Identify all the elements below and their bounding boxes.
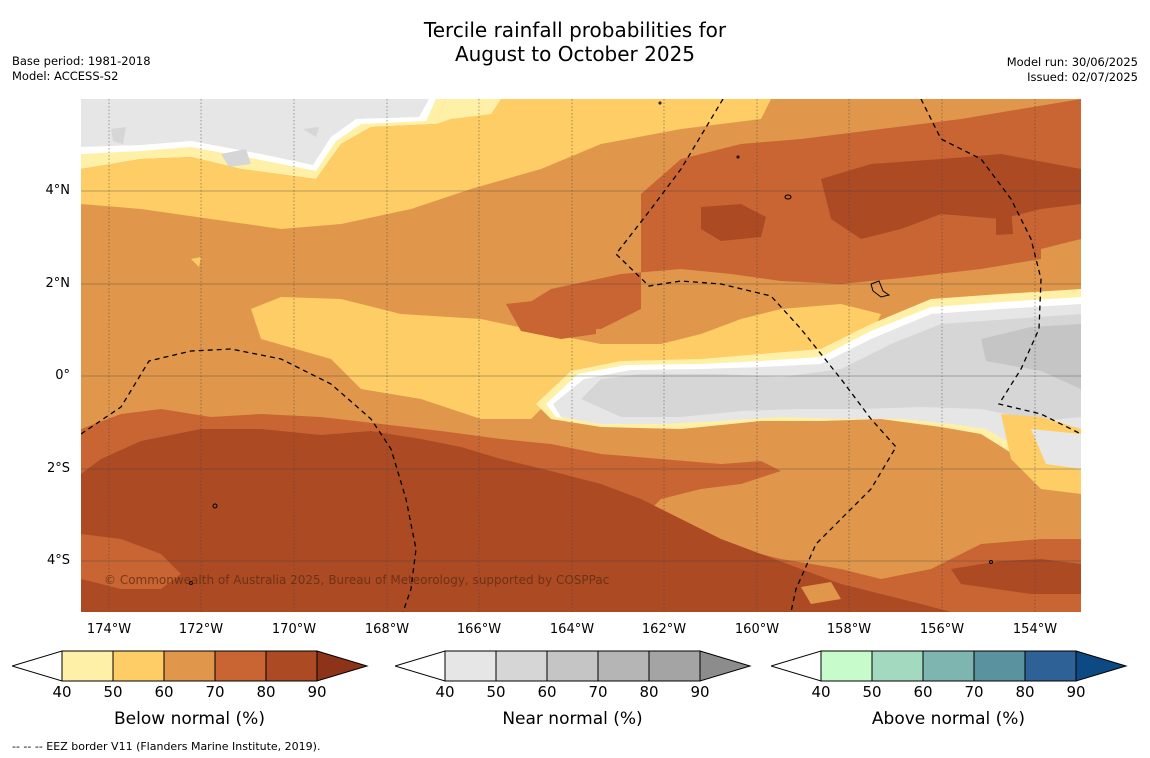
region-below-60-70-spot [801, 582, 841, 604]
region-below-80-90-spot [701, 204, 766, 241]
lat-label-4s: 4°S [46, 553, 70, 568]
cb-near-swatch-2 [495, 650, 548, 682]
cb-near-tick-40: 40 [435, 683, 455, 701]
model-run: Model run: 30/06/2025 [1006, 55, 1138, 69]
colorbar-above-normal [769, 650, 1129, 688]
cb-below-tick-80: 80 [256, 683, 276, 701]
cb-above-over [1075, 650, 1128, 682]
region-below-70-80-sw [81, 534, 181, 589]
cb-near-tick-50: 50 [486, 683, 506, 701]
cb-above-tick-50: 50 [862, 683, 882, 701]
cb-above-tick-60: 60 [913, 683, 933, 701]
cb-near-tick-80: 80 [639, 683, 659, 701]
colorbar-below-normal-swatches [10, 650, 369, 682]
region-below-50-60-speck [191, 257, 201, 267]
title-line-1: Tercile rainfall probabilities for [423, 18, 727, 42]
graticule [81, 99, 1081, 612]
cb-near-swatch-4 [597, 650, 650, 682]
lat-label-2n: 2°N [45, 276, 71, 291]
cb-below-over [316, 650, 369, 682]
probability-map [81, 99, 1081, 612]
cb-above-title: Above normal (%) [871, 709, 1026, 729]
cb-below-swatch-1 [61, 650, 114, 682]
region-below-80-90-upper [821, 154, 1081, 239]
lon-label-154w: 154°W [1012, 622, 1058, 637]
eez-borders [81, 99, 1081, 612]
region-below-80-90-se [951, 559, 1081, 594]
cb-below-swatch-3 [163, 650, 216, 682]
metadata-right: Model run: 30/06/2025 Issued: 02/07/2025 [1007, 55, 1138, 85]
lat-label-0: 0° [55, 368, 70, 383]
lon-label-160w: 160°W [734, 622, 780, 637]
cb-near-swatch-5 [648, 650, 701, 682]
cb-below-tick-70: 70 [205, 683, 225, 701]
islands [189, 101, 993, 585]
region-near-60-70-tongue [981, 324, 1081, 389]
lon-label-170w: 170°W [271, 622, 317, 637]
region-near-40-50-east [1031, 429, 1081, 469]
region-near-40-50-top-left [81, 99, 429, 165]
region-below-70-80-upper [511, 99, 1081, 329]
lon-label-158w: 158°W [826, 622, 872, 637]
cb-near-swatch-3 [546, 650, 599, 682]
cb-above-tick-90: 90 [1066, 683, 1086, 701]
colorbar-above-normal-swatches [769, 650, 1128, 682]
region-below-50-60-mid [251, 297, 881, 419]
region-below-60-70-right [1041, 239, 1081, 279]
cb-near-tick-70: 70 [588, 683, 608, 701]
lon-label-166w: 166°W [456, 622, 502, 637]
model-name: Model: ACCESS-S2 [12, 69, 119, 83]
cb-above-swatch-2 [871, 650, 924, 682]
cb-below-swatch-5 [265, 650, 318, 682]
region-below-80-90-lower [81, 429, 951, 612]
cb-below-swatch-4 [214, 650, 267, 682]
map-canvas [81, 99, 1081, 612]
cb-near-title: Near normal (%) [502, 709, 643, 729]
lat-label-4n: 4°N [45, 183, 71, 198]
colorbar-below-normal [10, 650, 370, 688]
issued-date: Issued: 02/07/2025 [1027, 70, 1138, 84]
lon-label-156w: 156°W [919, 622, 965, 637]
cb-above-tick-70: 70 [964, 683, 984, 701]
lon-label-174w: 174°W [86, 622, 132, 637]
colorbar-near-normal [393, 650, 753, 688]
region-near-50-60-tongue [581, 314, 1081, 421]
copyright-notice: © Commonwealth of Australia 2025, Bureau… [104, 573, 610, 587]
cb-near-tick-90: 90 [690, 683, 710, 701]
cb-above-swatch-4 [973, 650, 1026, 682]
region-below-80-90-spot-2 [996, 207, 1013, 235]
lon-label-164w: 164°W [549, 622, 595, 637]
cb-near-swatch-1 [444, 650, 497, 682]
eez-footnote: -- -- -- EEZ border V11 (Flanders Marine… [12, 740, 321, 753]
cb-below-tick-40: 40 [52, 683, 72, 701]
cb-below-swatch-2 [112, 650, 165, 682]
map-title: Tercile rainfall probabilities for Augus… [0, 18, 1150, 66]
cb-above-tick-80: 80 [1015, 683, 1035, 701]
cb-above-swatch-3 [922, 650, 975, 682]
title-line-2: August to October 2025 [454, 42, 696, 66]
lon-label-168w: 168°W [364, 622, 410, 637]
cb-below-tick-60: 60 [154, 683, 174, 701]
cb-near-over [699, 650, 752, 682]
cb-near-tick-60: 60 [537, 683, 557, 701]
region-below-70-80-patch [506, 299, 596, 339]
metadata-left: Base period: 1981-2018 Model: ACCESS-S2 [12, 54, 151, 84]
cb-below-tick-50: 50 [103, 683, 123, 701]
base-period: Base period: 1981-2018 [12, 54, 151, 68]
lon-label-172w: 172°W [178, 622, 224, 637]
cb-above-tick-40: 40 [811, 683, 831, 701]
region-below-50-60-top [81, 99, 771, 229]
lat-label-2s: 2°S [46, 461, 70, 476]
region-below-40-50-top [436, 99, 501, 124]
cb-above-swatch-5 [1024, 650, 1077, 682]
cb-below-tick-90: 90 [307, 683, 327, 701]
cb-below-title: Below normal (%) [114, 709, 265, 729]
lon-label-162w: 162°W [641, 622, 687, 637]
cb-above-swatch-1 [820, 650, 873, 682]
colorbar-near-normal-swatches [393, 650, 752, 682]
